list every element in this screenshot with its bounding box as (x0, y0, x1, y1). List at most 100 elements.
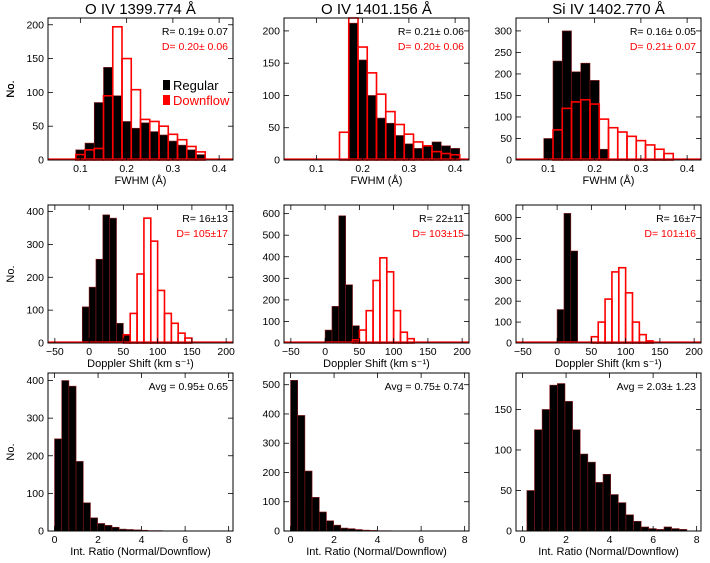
y-tick-label: 500 (262, 379, 280, 391)
stat-regular: R= 22±11 (419, 213, 464, 225)
y-tick-label: 200 (262, 294, 280, 306)
panel-doppler-siiv: −50 0 50 100 150 2000100200300400500600Dopple… (494, 204, 703, 370)
x-tick-label: 2 (331, 534, 337, 546)
histogram-bar (365, 309, 374, 344)
histogram-bar (143, 217, 152, 344)
panel-ratio-siiv: 0 2 4 6 8 0 50 100 150 Int. Ratio (Normal/Downflo… (494, 372, 702, 558)
y-axis-label: No. (5, 80, 17, 97)
y-tick-label: 300 (262, 438, 280, 450)
y-tick-label: 50 (500, 485, 512, 497)
y-tick-label: 0 (506, 526, 512, 538)
histogram-bar (93, 102, 104, 161)
histogram-bar (357, 59, 368, 161)
panel-fwhm-oiv-1401: 0.1 0.2 0.3 0.4 0 50 100 150 200 FWHM (Å) No. R= 0.… (5, 17, 470, 187)
y-tick-label: 50 (32, 121, 44, 133)
histogram-bar (338, 215, 346, 344)
x-tick-label: 50 (354, 346, 366, 358)
histogram-bar (84, 142, 95, 161)
histogram-bar (610, 494, 619, 532)
histogram-bar (572, 429, 581, 532)
x-tick-label: −50 (514, 346, 532, 358)
histogram-bar (61, 380, 70, 532)
histogram-bar (111, 526, 120, 532)
histogram-bar (640, 526, 650, 532)
histogram-bar (82, 502, 91, 532)
histogram-bar (597, 321, 606, 344)
y-tick-label: 300 (26, 239, 44, 251)
histogram-bar (563, 213, 572, 344)
panel-fwhm-siiv: 0.1 0.2 0.3 0.4 0 50 100 150 200 250 300 FWHM (Å) No… (5, 17, 702, 187)
y-tick-label: 200 (494, 68, 512, 80)
histogram-bar (290, 380, 299, 532)
histogram-bar (103, 67, 114, 161)
histogram-bar (392, 309, 402, 344)
y-tick-label: 0 (38, 526, 44, 538)
histogram-bar (90, 517, 98, 532)
x-axis-label: Doppler Shift (km s⁻¹) (87, 358, 194, 370)
y-tick-label: 0 (506, 155, 512, 167)
x-axis-label: Int. Ratio (Normal/Downflow) (538, 546, 679, 558)
histogram-bar (116, 322, 124, 344)
histogram-bar (311, 497, 320, 532)
histogram-bar (97, 523, 106, 532)
stat-downflow: D= 0.20± 0.06 (162, 41, 228, 53)
stat-regular: R= 0.19± 0.07 (162, 26, 228, 38)
y-tick-label: 100 (262, 496, 280, 508)
histogram-bar (399, 331, 409, 344)
histogram-bar (130, 127, 141, 161)
x-tick-label: −50 (46, 346, 64, 358)
histogram-bar (587, 461, 596, 532)
x-tick-label: 0 (322, 346, 328, 358)
stat-regular: R= 16±13 (182, 213, 228, 225)
y-tick-label: 100 (26, 488, 44, 500)
x-tick-label: 2 (563, 534, 569, 546)
panel-doppler-oiv-1401: −50 0 50 100 150 2000100200300400500600Dopple… (262, 204, 471, 370)
plot-frame (515, 372, 702, 532)
plot-frame (515, 17, 702, 161)
y-axis-label: No. (5, 443, 17, 460)
histogram-bar (625, 514, 634, 532)
histogram-bar (158, 134, 169, 161)
series-regular (54, 380, 163, 532)
panel-ratio-oiv-1401: 0 2 4 6 8 0 100 200 300 400 500 Int. Ratio (Normal/… (262, 372, 470, 558)
y-tick-label: 150 (494, 404, 512, 416)
x-tick-label: 6 (182, 534, 188, 546)
y-tick-label: 600 (494, 212, 512, 224)
x-tick-label: 8 (226, 534, 232, 546)
y-tick-label: 100 (262, 316, 280, 328)
x-tick-label: 0 (86, 346, 92, 358)
y-tick-label: 400 (26, 375, 44, 387)
y-tick-label: 300 (494, 275, 512, 287)
y-tick-label: 500 (494, 233, 512, 245)
histogram-bar (358, 329, 368, 344)
histogram-bar (617, 502, 627, 532)
histogram-bar (88, 286, 97, 344)
y-tick-label: 300 (494, 25, 512, 37)
stat-downflow: D= 0.20± 0.06 (398, 41, 464, 53)
x-tick-label: 8 (462, 534, 468, 546)
x-tick-label: 100 (149, 346, 167, 358)
histogram-bar (163, 312, 173, 344)
histogram-bar (413, 148, 424, 161)
histogram-bar (617, 266, 627, 344)
x-tick-label: 0 (52, 534, 58, 546)
y-tick-label: 250 (494, 47, 512, 59)
column-title: O IV 1401.156 Å (321, 1, 432, 18)
histogram-bar (644, 144, 656, 161)
histogram-bar (580, 62, 591, 161)
histogram-bar (526, 490, 535, 532)
x-axis-label: Int. Ratio (Normal/Downflow) (70, 546, 211, 558)
x-axis-label: Int. Ratio (Normal/Downflow) (306, 546, 447, 558)
histogram-bar (331, 306, 340, 344)
histogram-bar (561, 30, 572, 161)
histogram-bar (121, 121, 132, 161)
stat-regular: Avg = 0.75± 0.74 (385, 381, 465, 393)
histogram-bar (552, 60, 563, 161)
histogram-bar (557, 383, 566, 532)
y-tick-label: 100 (494, 317, 512, 329)
x-tick-label: 0 (288, 534, 294, 546)
plot-frame (47, 17, 234, 161)
x-axis-label: FWHM (Å) (115, 174, 167, 187)
